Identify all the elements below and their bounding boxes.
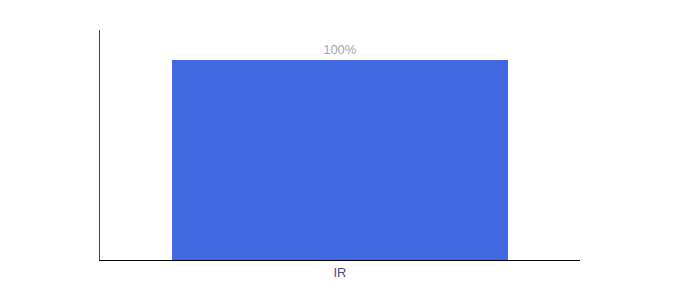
svg-text:IR: IR	[334, 265, 347, 280]
svg-text:100%: 100%	[323, 42, 357, 57]
